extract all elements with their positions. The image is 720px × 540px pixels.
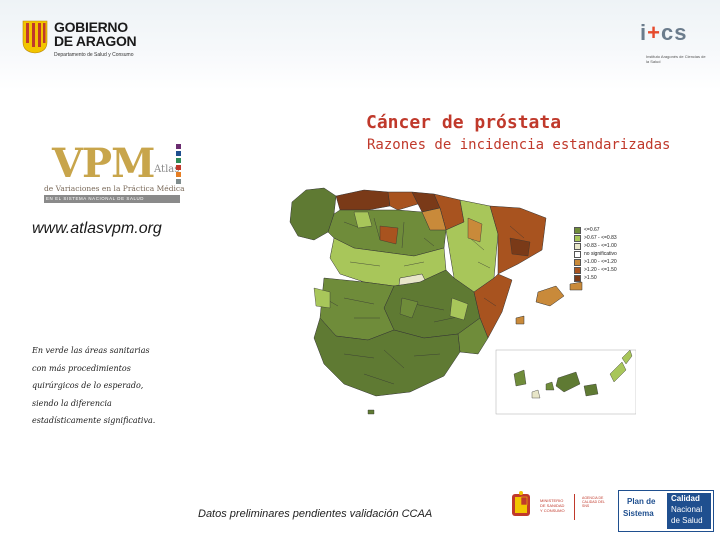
region-asturias <box>335 189 391 211</box>
area-patch <box>379 225 399 245</box>
ics-logo: i+cs Instituto Aragonés de Ciencias de l… <box>640 20 720 72</box>
map-legend: <=0.67 >0.67 - <=0.83 >0.83 - <=1.00 no sig… <box>574 226 634 282</box>
agencia-text: AGENCIA DE CALIDAD DEL SNS <box>582 496 605 508</box>
region-la-rioja <box>421 207 447 231</box>
vpm-square <box>176 179 181 184</box>
area-patch <box>353 211 373 229</box>
canary-island <box>583 383 599 397</box>
plan-calidad-logo: Plan de Sistema Calidad Nacional de Salu… <box>618 490 714 532</box>
ics-subtitle: Instituto Aragonés de Ciencias de la Sal… <box>646 54 706 64</box>
header-background <box>0 0 720 90</box>
spain-shield-icon <box>512 491 530 516</box>
ministerio-text: MINISTERIO DE SANIDAD Y CONSUMO <box>540 498 565 513</box>
legend-label: >1.20 - <=1.50 <box>584 267 617 273</box>
legend-swatch <box>574 258 581 266</box>
legend-label: <=0.67 <box>584 227 600 233</box>
plan-right: Calidad Nacional de Salud <box>667 493 711 529</box>
peninsula <box>289 187 547 397</box>
legend-label: no significativo <box>584 251 617 257</box>
ministerio-logo: MINISTERIO DE SANIDAD Y CONSUMO AGENCIA … <box>508 490 608 526</box>
mallorca <box>535 285 565 307</box>
vpm-logo: VPM Atlas de Variaciones en la Práctica … <box>36 142 186 212</box>
ibiza <box>515 315 525 325</box>
menorca <box>569 281 583 291</box>
plan-left: Plan de Sistema <box>621 493 665 529</box>
ministerio-divider <box>574 494 575 520</box>
legend-item: >1.20 - <=1.50 <box>574 266 634 274</box>
area-patch <box>399 297 419 319</box>
legend-swatch <box>574 242 581 250</box>
vpm-band-text: EN EL SISTEMA NACIONAL DE SALUD <box>46 196 145 201</box>
legend-swatch <box>574 250 581 258</box>
vpm-square <box>176 158 181 163</box>
vpm-square <box>176 151 181 156</box>
legend-swatch <box>574 234 581 242</box>
canary-island <box>609 361 627 383</box>
plan-line1: Plan de <box>627 497 656 506</box>
region-cantabria <box>387 191 419 211</box>
plan-right-line2: Nacional <box>671 505 703 514</box>
spain-choropleth-map <box>289 187 636 415</box>
legend-item: <=0.67 <box>574 226 634 234</box>
legend-label: >1.50 <box>584 275 597 281</box>
canary-island <box>621 349 633 365</box>
health-area-lines <box>323 217 525 385</box>
aragon-line1: GOBIERNO <box>54 19 128 35</box>
vpm-description: de Variaciones en la Práctica Médica <box>44 184 185 193</box>
legend-swatch <box>574 274 581 282</box>
area-patch <box>313 287 331 309</box>
aragon-department: Departamento de Salud y Consumo <box>54 52 134 58</box>
plan-right-line3: de Salud <box>671 516 703 525</box>
area-patch <box>467 217 483 243</box>
ics-cs: cs <box>660 20 688 45</box>
legend-item: no significativo <box>574 250 634 258</box>
area-patch <box>509 237 531 257</box>
canary-islands-inset <box>495 349 636 415</box>
canary-island <box>531 389 541 399</box>
footer-note: Datos preliminares pendientes validación… <box>198 508 433 520</box>
vpm-square <box>176 165 181 170</box>
canary-island <box>545 381 555 391</box>
legend-item: >1.00 - <=1.20 <box>574 258 634 266</box>
vpm-square <box>176 144 181 149</box>
canary-island <box>513 369 527 387</box>
page-title: Cáncer de próstata <box>366 112 562 133</box>
plan-right-line1: Calidad <box>671 494 700 503</box>
vpm-atlas: Atlas <box>154 164 180 175</box>
aragon-line2: DE ARAGON <box>54 33 137 49</box>
area-patch <box>449 297 469 321</box>
legend-item: >1.50 <box>574 274 634 282</box>
page-subtitle: Razones de incidencia estandarizadas <box>367 137 671 153</box>
vpm-band <box>44 195 180 203</box>
aragon-shield-icon <box>22 20 48 54</box>
ceuta <box>367 409 375 415</box>
legend-item: >0.67 - <=0.83 <box>574 234 634 242</box>
gobierno-aragon-logo: GOBIERNO DE ARAGON Departamento de Salud… <box>22 18 182 64</box>
plan-line2: Sistema <box>623 509 654 518</box>
legend-label: >0.67 - <=0.83 <box>584 235 617 241</box>
canary-island <box>555 371 581 393</box>
explanatory-note: En verde las áreas sanitarias con más pr… <box>32 346 156 425</box>
website-url[interactable]: www.atlasvpm.org <box>32 220 162 237</box>
vpm-letters: VPM <box>52 140 155 187</box>
vpm-square <box>176 172 181 177</box>
legend-swatch <box>574 226 581 234</box>
ics-plus: + <box>647 20 661 45</box>
region-andalucia <box>313 317 461 397</box>
legend-label: >1.00 - <=1.20 <box>584 259 617 265</box>
legend-swatch <box>574 266 581 274</box>
legend-label: >0.83 - <=1.00 <box>584 243 617 249</box>
ics-i: i <box>640 20 648 45</box>
balearic-islands <box>515 281 583 325</box>
legend-item: >0.83 - <=1.00 <box>574 242 634 250</box>
ics-wordmark: i+cs <box>640 20 687 46</box>
